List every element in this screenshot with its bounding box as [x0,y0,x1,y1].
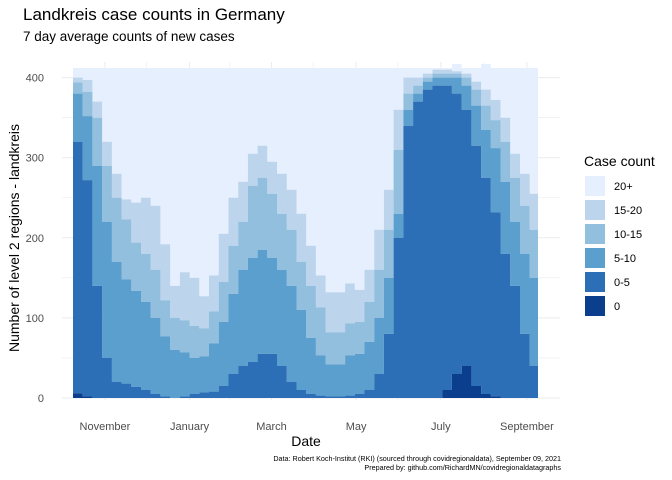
y-axis-title: Number of level 2 regions - landkreis [6,124,22,352]
y-tick-label: 100 [26,313,44,325]
legend-label: 0 [614,301,620,313]
x-axis-title: Date [291,433,321,449]
legend-swatch [585,200,605,220]
area-series-10-15 [73,73,538,365]
x-tick-label: March [256,421,287,433]
legend-label: 20+ [614,181,633,193]
legend-label: 0-5 [614,277,630,289]
legend: 20+ 15-20 10-15 5-10 0-5 0 [585,176,642,316]
area-series-0-5 [73,85,538,398]
y-tick-label: 200 [26,233,44,245]
x-tick-label: January [170,421,210,433]
x-tick-label: July [431,421,451,433]
legend-swatch [585,248,605,268]
area-series-5-10 [73,77,538,398]
caption-source: Data: Robert Koch-Institut (RKI) (source… [273,454,561,463]
x-tick-label: May [346,421,367,433]
y-tick-label: 0 [38,393,44,405]
area-series-20plus [73,64,538,297]
legend-label: 5-10 [614,253,636,265]
legend-label: 10-15 [614,229,642,241]
x-axis-ticks: November January March May July September [80,421,555,433]
legend-label: 15-20 [614,205,642,217]
legend-swatch [585,176,605,196]
legend-title: Case count [584,153,655,169]
legend-swatch [585,224,605,244]
chart-title: Landkreis case counts in Germany [23,5,285,24]
stacked-areas [73,64,538,398]
y-axis-ticks: 0 100 200 300 400 [26,73,44,405]
chart-subtitle: 7 day average counts of new cases [23,29,235,44]
legend-swatch [585,272,605,292]
caption-credit: Prepared by: github.com/RichardMN/covidr… [364,462,561,472]
x-tick-label: September [500,421,554,433]
caption: Data: Robert Koch-Institut (RKI) (source… [273,454,561,472]
y-tick-label: 300 [26,153,44,165]
x-tick-label: November [80,421,131,433]
y-tick-label: 400 [26,73,44,85]
legend-swatch [585,296,605,316]
